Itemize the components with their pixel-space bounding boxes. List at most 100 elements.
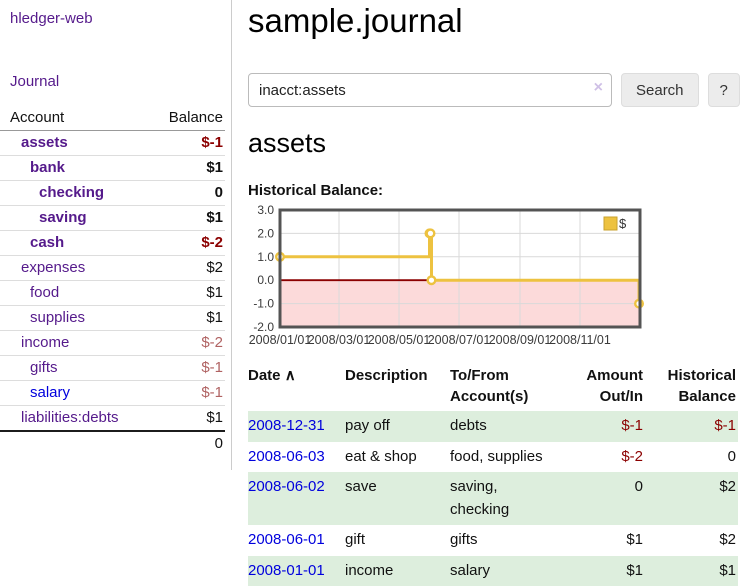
sidebar-account-link-supplies[interactable]: supplies [30, 309, 85, 326]
sidebar-account-link-checking[interactable]: checking [39, 184, 104, 201]
register-header-balance: Historical Balance [653, 363, 738, 411]
accounts-header-account: Account [0, 107, 153, 131]
legend-swatch [604, 217, 617, 230]
accounts-total-row: 0 [0, 431, 225, 456]
search-form: × Search ? [248, 73, 742, 107]
account-row: salary $-1 [0, 381, 225, 406]
transaction-description: income [345, 556, 450, 586]
transaction-description: save [345, 472, 450, 525]
account-balance: $-2 [153, 231, 225, 256]
legend-label: $ [619, 216, 627, 231]
data-point [427, 230, 435, 238]
help-button[interactable]: ? [708, 73, 740, 107]
y-tick-label: 0.0 [257, 273, 274, 287]
y-tick-label: 2.0 [257, 226, 274, 240]
transaction-accounts: saving, checking [450, 472, 568, 525]
account-row: bank$1 [0, 156, 225, 181]
transaction-balance: $2 [653, 472, 738, 525]
y-tick-label: -1.0 [253, 297, 274, 311]
transaction-date: 2008-06-03 [248, 442, 345, 473]
register-header-amount: Amount Out/In [568, 363, 653, 411]
account-balance: $1 [153, 281, 225, 306]
search-button[interactable]: Search [621, 73, 699, 107]
account-balance: $1 [153, 206, 225, 231]
accounts-total-value: 0 [153, 431, 225, 456]
account-balance: $1 [153, 406, 225, 432]
app-title-link[interactable]: hledger-web [0, 10, 231, 27]
account-row: assets$-1 [0, 131, 225, 156]
transaction-balance: 0 [653, 442, 738, 473]
sidebar-account-link-expenses[interactable]: expenses [21, 259, 85, 276]
x-tick-label: 2008/05/01 [368, 333, 431, 347]
clear-search-icon[interactable]: × [594, 80, 603, 96]
sidebar: hledger-web Journal Account Balance asse… [0, 0, 232, 470]
sidebar-account-link-gifts[interactable]: gifts [30, 359, 58, 376]
date-link[interactable]: 2008-01-01 [248, 562, 325, 579]
register-header-description: Description [345, 363, 450, 411]
sidebar-account-link-assets[interactable]: assets [21, 134, 68, 151]
sidebar-account-link-saving[interactable]: saving [39, 209, 87, 226]
date-link[interactable]: 2008-06-02 [248, 478, 325, 495]
register-header-row: Date ∧ Description To/From Account(s) Am… [248, 363, 738, 411]
transaction-description: pay off [345, 411, 450, 442]
account-heading: assets [248, 128, 742, 159]
sidebar-account-link-food[interactable]: food [30, 284, 59, 301]
register-table: Date ∧ Description To/From Account(s) Am… [248, 363, 738, 586]
main-content: sample.journal × Search ? assets Histori… [232, 0, 742, 586]
transaction-balance: $1 [653, 556, 738, 586]
account-row: food $1 [0, 281, 225, 306]
date-link[interactable]: 2008-12-31 [248, 417, 325, 434]
transaction-accounts: debts [450, 411, 568, 442]
account-row: cash $-2 [0, 231, 225, 256]
transaction-amount: 0 [568, 472, 653, 525]
y-tick-label: 3.0 [257, 203, 274, 217]
date-link[interactable]: 2008-06-01 [248, 531, 325, 548]
account-balance: 0 [153, 181, 225, 206]
account-row: expenses$2 [0, 256, 225, 281]
x-tick-label: 2008/01/01 [249, 333, 312, 347]
accounts-header-balance: Balance [153, 107, 225, 131]
account-row: supplies $1 [0, 306, 225, 331]
register-header-date: Date ∧ [248, 363, 345, 411]
chart-title: Historical Balance: [248, 182, 742, 199]
transaction-description: eat & shop [345, 442, 450, 473]
search-input[interactable] [248, 73, 612, 107]
account-row: gifts $-1 [0, 356, 225, 381]
account-balance: $-1 [153, 381, 225, 406]
x-tick-label: 2008/09/01 [489, 333, 552, 347]
register-header-accounts: To/From Account(s) [450, 363, 568, 411]
account-balance: $-1 [153, 356, 225, 381]
chart-svg: $3.02.01.00.0-1.0-2.02008/01/012008/03/0… [248, 206, 648, 348]
account-row: liabilities:debts $1 [0, 406, 225, 432]
date-link[interactable]: 2008-06-03 [248, 448, 325, 465]
account-row: saving $1 [0, 206, 225, 231]
account-balance: $-2 [153, 331, 225, 356]
sidebar-account-link-cash[interactable]: cash [30, 234, 64, 251]
transaction-amount: $-1 [568, 411, 653, 442]
y-tick-label: -2.0 [253, 320, 274, 334]
account-row: checking 0 [0, 181, 225, 206]
sidebar-account-link-salary[interactable]: salary [30, 384, 70, 401]
transaction-balance: $2 [653, 525, 738, 556]
transaction-accounts: food, supplies [450, 442, 568, 473]
sidebar-item-journal[interactable]: Journal [0, 73, 231, 90]
transaction-amount: $1 [568, 525, 653, 556]
transaction-description: gift [345, 525, 450, 556]
sidebar-account-link-bank[interactable]: bank [30, 159, 65, 176]
account-balance: $1 [153, 306, 225, 331]
transaction-accounts: salary [450, 556, 568, 586]
transaction-date: 2008-12-31 [248, 411, 345, 442]
transaction-amount: $1 [568, 556, 653, 586]
sidebar-account-link-liabilities-debts[interactable]: liabilities:debts [21, 409, 119, 426]
y-tick-label: 1.0 [257, 250, 274, 264]
page-title: sample.journal [248, 2, 742, 40]
search-box: × [248, 73, 612, 107]
sidebar-account-link-income[interactable]: income [21, 334, 69, 351]
